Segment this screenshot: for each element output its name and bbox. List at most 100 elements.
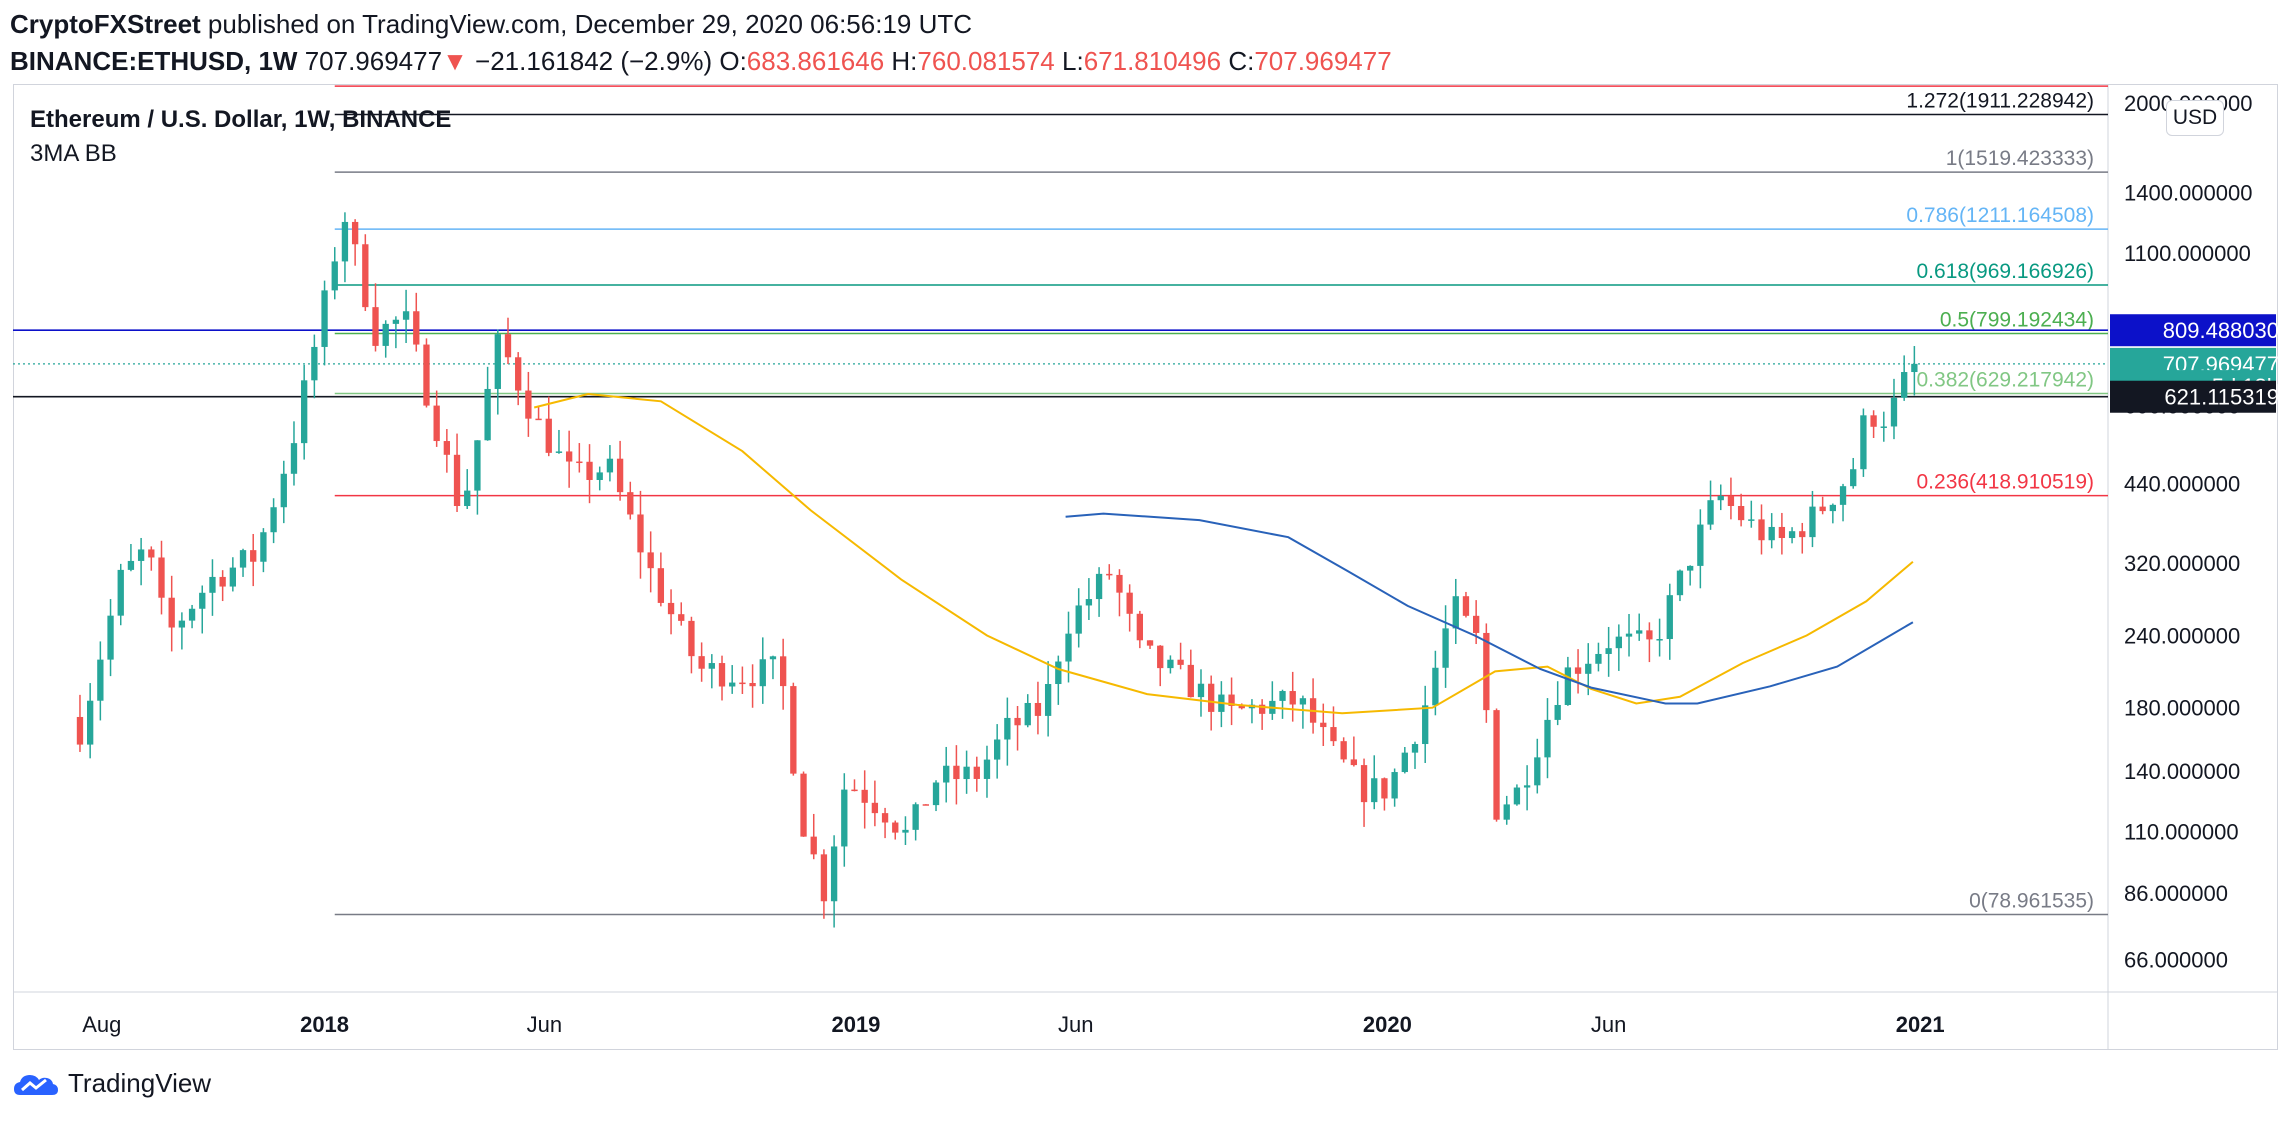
- low-label: L:: [1062, 46, 1084, 76]
- candle-body: [484, 388, 491, 441]
- y-tick-label: 140.000000: [2124, 759, 2240, 784]
- candle-body: [1778, 526, 1786, 539]
- candle-body: [270, 507, 277, 533]
- candle-body: [1483, 632, 1490, 711]
- candle-body: [800, 773, 807, 837]
- open-label: O:: [719, 46, 747, 76]
- candle-body: [362, 244, 369, 308]
- candle-body: [1177, 659, 1184, 665]
- candle-body: [596, 472, 603, 480]
- candle-body: [1258, 704, 1266, 714]
- candle-body: [229, 567, 236, 587]
- fib-level-label: 1(1519.423333): [1946, 147, 2094, 170]
- candle-body: [1167, 659, 1174, 669]
- candle-body: [678, 614, 685, 621]
- candle-body: [1595, 653, 1602, 664]
- candle-body: [301, 380, 308, 444]
- candle-body: [1717, 495, 1724, 501]
- candle-body: [841, 789, 848, 847]
- candle-body: [260, 532, 267, 562]
- candle-body: [718, 663, 726, 687]
- candle-body: [168, 597, 175, 628]
- candle-body: [1340, 741, 1347, 760]
- candle-body: [372, 307, 379, 346]
- candle-body: [158, 557, 165, 598]
- candle-body: [341, 221, 349, 262]
- candle-body: [881, 813, 889, 823]
- candle-body: [1452, 596, 1459, 629]
- y-tick-label: 1400.000000: [2124, 181, 2252, 206]
- candle-body: [1636, 630, 1643, 634]
- fib-level-label: 0.5(799.192434): [1940, 308, 2094, 331]
- candle-body: [1758, 519, 1765, 541]
- y-tick-label: 440.000000: [2124, 471, 2240, 496]
- candle-body: [1493, 710, 1500, 820]
- candle-body: [1687, 565, 1694, 571]
- y-tick-label: 66.000000: [2124, 948, 2228, 973]
- candle-body: [209, 576, 216, 593]
- candle-body: [1157, 645, 1164, 669]
- candle-body: [1116, 574, 1123, 593]
- candle-body: [708, 663, 715, 669]
- publisher-name[interactable]: CryptoFXStreet: [10, 9, 201, 39]
- price-label-badge: [2110, 314, 2276, 347]
- candle-body: [1187, 664, 1194, 698]
- candle-body: [851, 789, 858, 792]
- candle-body: [1136, 613, 1144, 641]
- y-tick-label: 320.000000: [2124, 551, 2240, 576]
- currency-badge[interactable]: USD: [2166, 100, 2224, 136]
- candle-body: [413, 311, 420, 345]
- y-tick-label: 240.000000: [2124, 623, 2240, 648]
- candle-body: [779, 656, 787, 687]
- candle-body: [1901, 372, 1908, 398]
- candle-body: [1890, 397, 1898, 427]
- candle-body: [280, 473, 287, 508]
- candle-body: [759, 659, 766, 687]
- x-tick-label: 2021: [1896, 1012, 1945, 1037]
- candle-body: [199, 592, 206, 609]
- candle-body: [1676, 570, 1684, 596]
- x-tick-label: 2018: [300, 1012, 349, 1037]
- candle-body: [830, 846, 838, 902]
- candle-body: [769, 656, 777, 660]
- candle-body: [953, 765, 960, 780]
- candle-body: [525, 390, 532, 419]
- candle-body: [1146, 640, 1154, 646]
- candle-body: [1106, 573, 1113, 576]
- candle-body: [1085, 599, 1093, 606]
- candle-body: [1044, 684, 1052, 716]
- candle-body: [861, 789, 868, 803]
- candle-body: [1646, 630, 1653, 640]
- candle-body: [239, 550, 247, 568]
- candle-body: [331, 261, 338, 291]
- candle-body: [474, 440, 481, 491]
- candle-body: [922, 804, 929, 806]
- candle-body: [1544, 719, 1551, 758]
- candle-body: [1381, 778, 1388, 799]
- candle-body: [1330, 727, 1337, 742]
- candle-body: [647, 552, 654, 569]
- indicator-label[interactable]: 3MA BB: [30, 140, 117, 167]
- candle-body: [586, 461, 593, 480]
- ma-yellow-line: [533, 392, 1914, 715]
- low-value: 671.810496: [1083, 46, 1222, 76]
- candle-body: [178, 620, 186, 628]
- candle-body: [1126, 592, 1133, 614]
- price-label-text: 809.488030: [2163, 318, 2279, 343]
- candle-body: [1024, 702, 1031, 726]
- y-tick-label: 1100.000000: [2124, 241, 2251, 266]
- chart-frame[interactable]: [13, 84, 2278, 1050]
- x-tick-label: 2019: [831, 1012, 880, 1037]
- candle-body: [739, 682, 746, 685]
- high-value: 760.081574: [917, 46, 1055, 76]
- candle-body: [1727, 495, 1735, 507]
- candle-body: [657, 568, 665, 603]
- candle-body: [1554, 704, 1561, 720]
- publisher-line: CryptoFXStreet published on TradingView.…: [10, 6, 1392, 43]
- tradingview-logo[interactable]: TradingView: [12, 1068, 211, 1099]
- candle-body: [1279, 691, 1286, 701]
- candle-body: [932, 782, 940, 806]
- x-tick-label: Jun: [1058, 1012, 1093, 1037]
- candle-body: [1432, 667, 1439, 706]
